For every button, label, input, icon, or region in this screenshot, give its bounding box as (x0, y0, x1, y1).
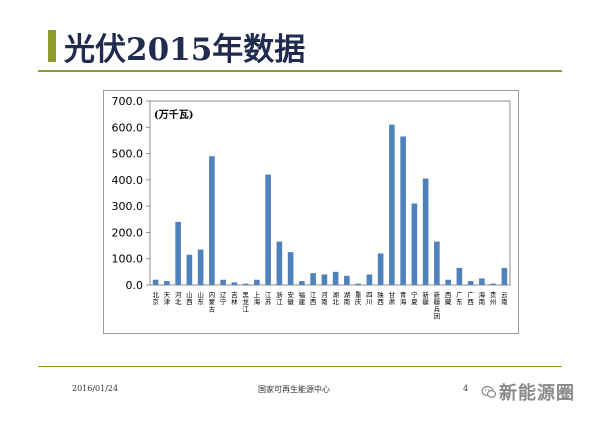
footer-date: 2016/01/24 (72, 384, 119, 393)
y-tick-label: 600.0 (112, 121, 144, 134)
x-tick-label: 福建 (299, 290, 306, 306)
x-tick-label: 江西 (310, 291, 317, 306)
x-tick-label: 西藏 (445, 291, 452, 306)
bar (456, 267, 463, 285)
x-tick-label: 安徽 (287, 290, 294, 306)
bar (411, 203, 418, 285)
chart-frame (103, 90, 519, 334)
bar (501, 267, 508, 285)
x-tick-label: 河南 (321, 291, 328, 306)
bar (366, 274, 373, 285)
bar (355, 283, 361, 285)
plot-area (149, 100, 511, 286)
bar (467, 281, 474, 285)
x-tick-label: 天津 (164, 291, 171, 306)
x-tick-label: 湖北 (332, 290, 339, 306)
bar (332, 271, 339, 285)
slide-title: 光伏2015年数据 (64, 32, 306, 68)
y-tick-label: 400.0 (112, 174, 144, 187)
x-tick-label: 浙江 (276, 290, 283, 306)
bar (242, 283, 249, 285)
bar (287, 252, 294, 285)
title-divider (38, 70, 562, 72)
x-tick-label: 广西 (467, 290, 474, 306)
y-tick-label: 100.0 (112, 253, 144, 266)
bar (434, 241, 440, 285)
x-tick-label: 山西 (186, 290, 193, 306)
bar (276, 241, 283, 285)
x-tick-label: 黑龙江 (242, 291, 249, 313)
x-tick-label: 甘肃 (389, 290, 396, 306)
x-tick-label: 新疆 (422, 290, 429, 306)
bar (265, 174, 271, 285)
x-tick-label: 上海 (254, 290, 261, 306)
bar (186, 254, 193, 285)
bar (479, 278, 485, 285)
slide-header: 光伏2015年数据 (0, 0, 600, 78)
x-tick-label: 青海 (400, 290, 407, 306)
x-tick-label: 内蒙古 (209, 290, 216, 313)
bar (321, 274, 328, 285)
bar (220, 279, 226, 285)
x-tick-label: 云南 (501, 291, 508, 306)
footer-organization: 国家可再生能源中心 (258, 385, 330, 394)
y-tick-label: 700.0 (112, 95, 144, 108)
bar (310, 273, 316, 285)
x-tick-label: 重庆 (355, 291, 362, 306)
x-tick-label: 贵州 (490, 290, 497, 306)
x-tick-label: 海南 (479, 290, 486, 306)
x-tick-label: 江苏 (265, 291, 272, 306)
x-tick-label: 湖南 (344, 290, 351, 306)
bar (490, 283, 496, 285)
bar (254, 279, 260, 285)
bar (197, 249, 204, 285)
watermark-text: 新能源圈 (499, 383, 575, 404)
y-tick-label: 500.0 (112, 148, 144, 161)
bar (400, 136, 406, 285)
bar (344, 275, 350, 285)
wechat-icon (481, 385, 497, 398)
bar (152, 279, 159, 285)
y-unit-label: (万千瓦) (154, 108, 193, 121)
x-tick-label: 新疆兵团 (434, 290, 441, 321)
y-tick-label: 300.0 (112, 200, 144, 213)
bar (422, 178, 429, 285)
x-tick-label: 吉林 (231, 291, 238, 306)
x-tick-label: 四川 (366, 291, 373, 306)
x-tick-label: 河北 (175, 291, 182, 306)
x-tick-label: 山东 (197, 290, 204, 306)
bar (445, 279, 451, 285)
bar (299, 281, 305, 285)
y-tick-label: 200.0 (112, 226, 144, 239)
x-tick-label: 辽宁 (220, 291, 227, 306)
title-accent-bar (48, 30, 56, 62)
bar (209, 156, 215, 285)
x-tick-label: 北京 (152, 291, 159, 306)
bar (175, 221, 181, 285)
x-tick-label: 宁夏 (411, 290, 418, 306)
bar (164, 281, 170, 285)
x-tick-label: 陕西 (377, 290, 384, 306)
page-number: 4 (463, 384, 469, 393)
bar (377, 253, 384, 285)
bar (389, 124, 395, 286)
footer-divider (38, 366, 562, 367)
x-tick-label: 广东 (456, 290, 463, 306)
y-tick-label: 0.0 (126, 279, 144, 292)
bar (231, 282, 238, 285)
